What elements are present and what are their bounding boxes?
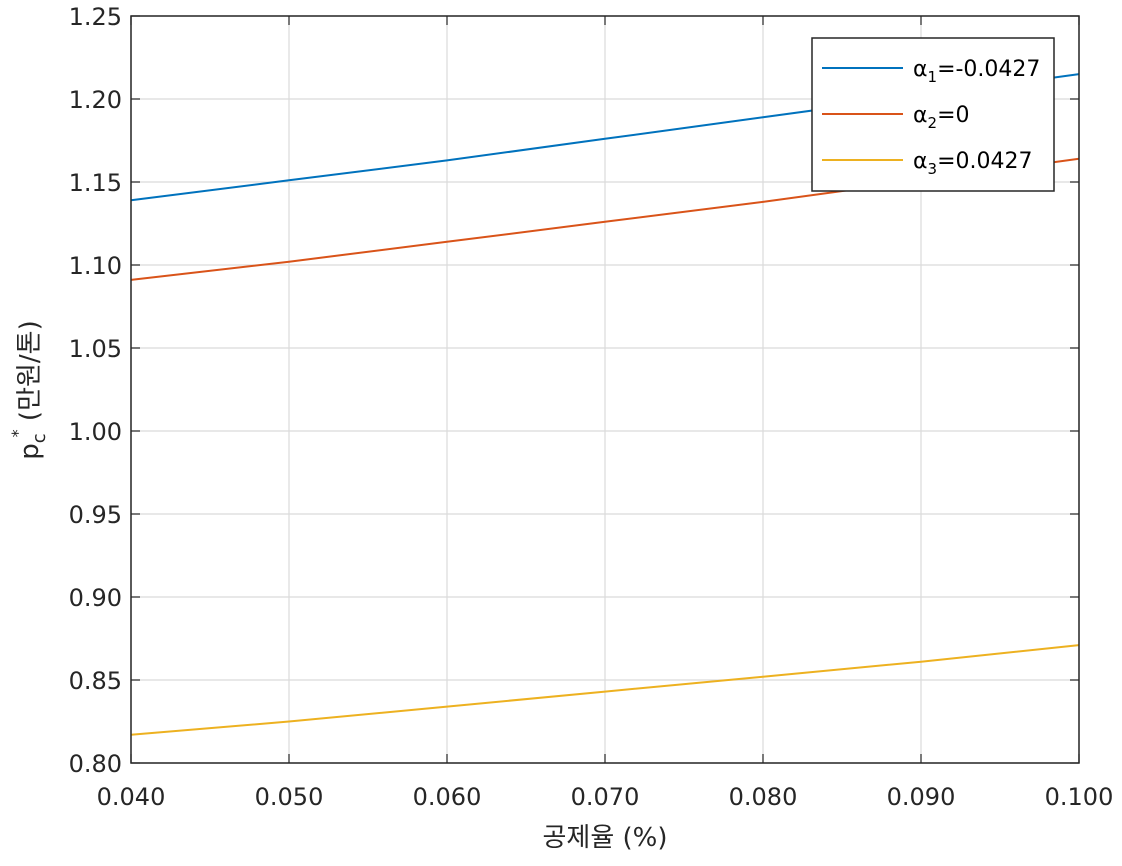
x-axis-label: 공제율 (%) — [542, 823, 667, 853]
y-tick-label: 1.25 — [69, 3, 122, 31]
x-tick-label: 0.100 — [1045, 783, 1114, 811]
y-axis-label: pc* (만원/톤) — [8, 320, 50, 460]
x-tick-label: 0.040 — [97, 783, 166, 811]
x-tick-label: 0.060 — [413, 783, 482, 811]
y-tick-label: 0.85 — [69, 667, 122, 695]
legend: α1=-0.0427 α2=0 α3=0.0427 — [811, 37, 1055, 192]
y-tick-label: 0.80 — [69, 750, 122, 778]
y-axis-label-sub: c — [29, 433, 50, 443]
y-tick-label: 0.90 — [69, 584, 122, 612]
y-axis-label-unit: (만원/톤) — [15, 320, 45, 429]
legend-label-1: α1=-0.0427 — [913, 57, 1040, 86]
y-axis-label-main: p — [15, 443, 45, 460]
y-tick-label: 1.00 — [69, 418, 122, 446]
series-line-3 — [130, 644, 1080, 736]
x-tick-label: 0.050 — [255, 783, 324, 811]
ticks — [130, 15, 1080, 764]
x-tick-label: 0.070 — [571, 783, 640, 811]
y-axis-label-sup: * — [8, 429, 27, 437]
y-tick-label: 0.95 — [69, 501, 122, 529]
legend-label-2: α2=0 — [913, 103, 970, 132]
y-tick-labels: 0.80 0.85 0.90 0.95 1.00 1.05 1.10 1.15 1.20 1.25 — [69, 3, 122, 778]
y-tick-label: 1.10 — [69, 252, 122, 280]
x-tick-labels: 0.040 0.050 0.060 0.070 0.080 0.090 0.100 — [97, 783, 1114, 811]
x-tick-label: 0.080 — [729, 783, 798, 811]
y-tick-label: 1.15 — [69, 169, 122, 197]
x-tick-label: 0.090 — [887, 783, 956, 811]
legend-label-3: α3=0.0427 — [913, 149, 1032, 178]
y-tick-label: 1.20 — [69, 86, 122, 114]
y-tick-label: 1.05 — [69, 335, 122, 363]
